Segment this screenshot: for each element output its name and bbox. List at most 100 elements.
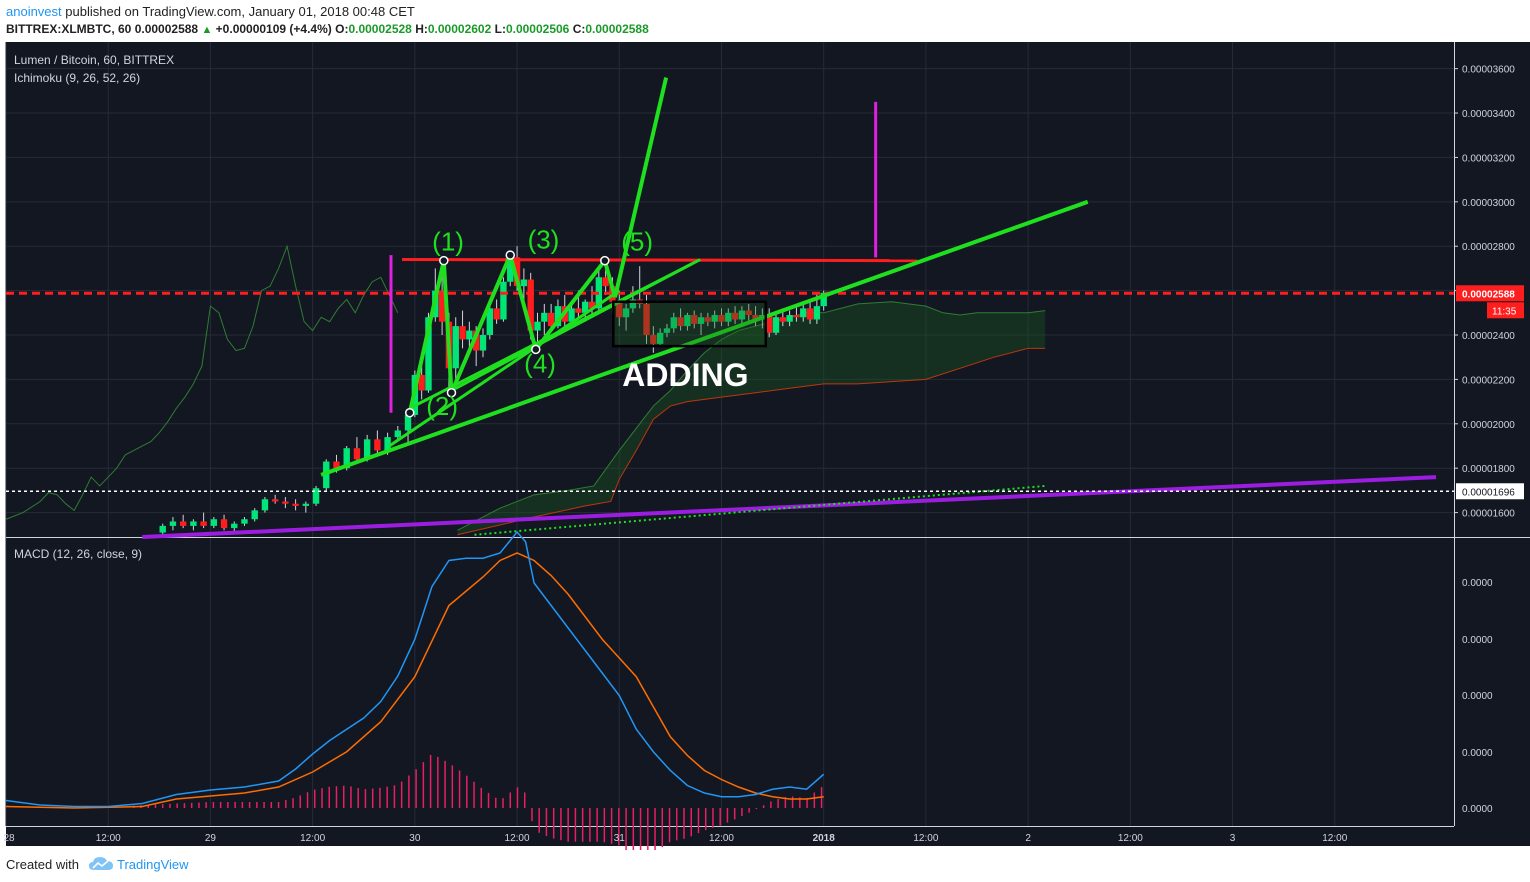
- time-tick-label: 12:00: [505, 833, 530, 844]
- candle-up: [363, 439, 371, 460]
- time-tick-label: 29: [205, 833, 217, 844]
- close-value: 0.00002588: [585, 22, 649, 36]
- candle-up: [466, 330, 473, 340]
- wave-trendline: [388, 289, 621, 448]
- candle-up: [568, 308, 575, 322]
- candle-up: [231, 523, 238, 529]
- white-level-tag-label: 0.00001696: [1462, 487, 1515, 498]
- candle-down: [588, 301, 596, 309]
- candle-up: [582, 301, 589, 313]
- symbol-label: BITTREX:XLMBTC, 60: [6, 22, 132, 36]
- price-tick-label: 0.00002200: [1462, 375, 1515, 386]
- candle-up: [159, 525, 166, 533]
- resistance-line: [402, 258, 918, 263]
- signal-line: [5, 552, 824, 809]
- candle-down: [731, 312, 739, 320]
- footer: [0, 850, 1530, 882]
- candle-up: [629, 299, 637, 309]
- candle-down: [472, 330, 480, 351]
- chart-drawings: ADDING (1) (2) (3) (4) (5): [6, 77, 1454, 539]
- candle-up: [786, 315, 793, 322]
- wave-channel-mid: [450, 262, 693, 392]
- candle-down: [650, 335, 657, 344]
- last-price: 0.00002588: [134, 22, 199, 36]
- price-tick-label: 0.00001600: [1462, 509, 1515, 520]
- candle-down: [353, 448, 361, 460]
- candle-up: [500, 281, 507, 320]
- candle-up: [520, 279, 528, 287]
- last-price-tag-label: 0.00002588: [1462, 289, 1515, 300]
- candle-down: [282, 501, 289, 504]
- macd-indicator: [5, 530, 825, 859]
- candle-down: [374, 439, 381, 451]
- candle-up: [302, 503, 310, 506]
- white-level-tag: [1456, 483, 1524, 500]
- price-tick-label: 0.00003200: [1462, 153, 1515, 164]
- up-triangle-icon: ▲: [201, 24, 213, 36]
- candle-up: [725, 312, 732, 322]
- wave-point: [404, 407, 415, 418]
- ichimoku-legend: Ichimoku (9, 26, 52, 26): [14, 71, 140, 85]
- wave-label: (1): [432, 227, 464, 257]
- candle-down: [677, 317, 684, 327]
- time-tick-label: 28: [3, 833, 15, 844]
- wave-point: [505, 250, 515, 260]
- time-tick-label: 30: [409, 833, 421, 844]
- projection-line: [613, 77, 669, 298]
- time-tick-label: 12:00: [1322, 833, 1347, 844]
- candle-up: [800, 308, 807, 318]
- adding-box: [612, 300, 768, 348]
- tradingview-cloud-icon: [89, 857, 113, 870]
- candle-up: [404, 414, 412, 431]
- candle-down: [616, 301, 623, 318]
- wave-point: [531, 344, 541, 355]
- candle-down: [220, 519, 228, 529]
- price-axis-background[interactable]: [1454, 42, 1530, 826]
- chart-area[interactable]: ADDING (1) (2) (3) (4) (5) 0.00003600 0.000034…: [0, 42, 1530, 859]
- countdown-tag: [1487, 302, 1524, 319]
- high-label: H:: [415, 22, 428, 36]
- time-axis-background[interactable]: [6, 826, 1530, 846]
- candle-up: [486, 308, 493, 336]
- candle-down: [459, 326, 466, 340]
- dotted-trendline: [474, 484, 1046, 536]
- price-tick-label: 0.00003000: [1462, 198, 1515, 209]
- candle-down: [513, 257, 521, 287]
- axes: 0.00003600 0.00003400 0.00003200 0.00003000…: [3, 65, 1524, 844]
- candle-up: [394, 430, 402, 438]
- candle-up: [241, 519, 248, 524]
- high-value: 0.00002602: [427, 22, 492, 36]
- candle-up: [738, 310, 746, 320]
- candle-up: [663, 328, 671, 333]
- senkou-span-b: [457, 347, 1046, 536]
- candle-down: [438, 290, 446, 322]
- wave-label: (5): [621, 227, 653, 257]
- chart-title: Lumen / Bitcoin, 60, BITTREX: [14, 53, 174, 67]
- candle-up: [169, 521, 177, 526]
- plot-background: [6, 42, 1454, 826]
- candle-down: [752, 315, 759, 320]
- price-tick-label: 0.00002800: [1462, 242, 1515, 253]
- low-value: 0.00002506: [505, 22, 570, 36]
- lower-trend-channel: [320, 199, 1089, 477]
- chart-canvas[interactable]: ADDING (1) (2) (3) (4) (5) 0.00003600 0.000034…: [0, 42, 1530, 859]
- macd-tick-label: 0.0000: [1462, 748, 1493, 759]
- close-label: C:: [572, 22, 586, 36]
- candle-down: [418, 374, 425, 391]
- candle-down: [602, 277, 609, 287]
- candle-up: [656, 332, 664, 344]
- candle-up: [261, 499, 269, 511]
- tradingview-brand[interactable]: TradingView: [117, 857, 189, 872]
- candle-up: [772, 317, 780, 333]
- candle-down: [745, 310, 752, 316]
- candle-up: [697, 317, 705, 324]
- candle-down: [704, 317, 712, 322]
- price-tick-label: 0.00003600: [1462, 65, 1515, 76]
- candle-up: [554, 306, 562, 327]
- ohlc-line: BITTREX:XLMBTC, 60 0.00002588 ▲ +0.00000…: [6, 22, 649, 36]
- time-tick-label: 31: [614, 833, 626, 844]
- candle-up: [452, 326, 459, 369]
- author-link[interactable]: anoinvest: [6, 4, 62, 19]
- candle-down: [691, 315, 698, 324]
- last-price-tag: [1456, 285, 1524, 302]
